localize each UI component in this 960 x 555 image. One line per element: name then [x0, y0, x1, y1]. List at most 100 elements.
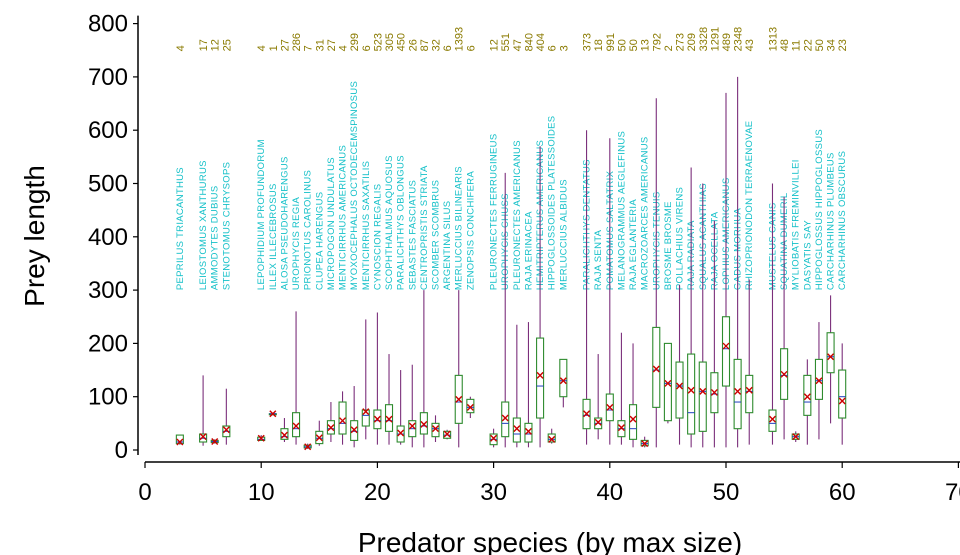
- sample-count: 25: [221, 39, 233, 51]
- mean-marker: [315, 434, 323, 442]
- species-label: SEBASTES FASCIATUS: [407, 180, 418, 290]
- x-tick-label: 30: [480, 479, 507, 506]
- sample-count: 26: [407, 39, 419, 51]
- box: [628, 404, 638, 440]
- sample-count: 43: [744, 39, 756, 51]
- mean-marker: [676, 382, 684, 390]
- box: [338, 401, 347, 435]
- box-group: [582, 130, 591, 445]
- sample-count: 4: [338, 45, 350, 51]
- mean-marker: [373, 415, 381, 423]
- box: [431, 422, 440, 438]
- x-tick-label: 10: [248, 479, 275, 506]
- species-label: PRIONOTUS CAROLINUS: [303, 170, 314, 290]
- mean-marker: [443, 430, 451, 438]
- box: [838, 369, 847, 419]
- sample-count: 1: [268, 45, 280, 51]
- sample-count: 299: [349, 33, 361, 51]
- mean-marker: [641, 440, 649, 448]
- sample-count: 22: [802, 39, 814, 51]
- mean-marker: [687, 386, 695, 394]
- box: [175, 434, 184, 445]
- sample-count: 523: [372, 33, 384, 51]
- x-ticks: 0 10 20 30 40 50 60 70: [138, 462, 960, 506]
- species-label: MELANOGRAMMUS AEGLEFINUS: [616, 131, 627, 290]
- box-group: [210, 437, 219, 445]
- box-group: [361, 319, 370, 440]
- mean-marker: [455, 395, 463, 403]
- mean-marker: [838, 397, 846, 405]
- sample-counts: 4 17 12 25 4 1 27 286 7 31 27 4 299 6 523 305 450 26 87 32 6…: [175, 27, 849, 51]
- sample-count: 50: [616, 39, 628, 51]
- box-group: [443, 429, 452, 440]
- species-label: ALOSA PSEUDOHARENGUS: [279, 156, 290, 290]
- species-label: CLUPEA HARENGUS: [314, 192, 325, 290]
- box-group: [350, 386, 359, 448]
- mean-marker: [524, 427, 532, 435]
- y-tick-label: 600: [88, 117, 128, 144]
- species-label: LEPOPHIDIUM PROFUNDORUM: [256, 139, 267, 290]
- sample-count: 27: [326, 39, 338, 51]
- boxes: [175, 76, 847, 451]
- box-group: [384, 354, 394, 445]
- sample-count: 7: [303, 45, 315, 51]
- box-group: [628, 343, 638, 448]
- mean-marker: [583, 410, 591, 418]
- mean-marker: [536, 371, 544, 379]
- species-label: PARALICHTHYS OBLONGUS: [396, 155, 407, 290]
- sample-count: 23: [837, 39, 849, 51]
- species-label: CARCHARHINUS OBSCURUS: [837, 151, 848, 290]
- box: [826, 332, 835, 374]
- mean-marker: [768, 415, 776, 423]
- sample-count: 3328: [698, 27, 710, 51]
- box-group: [419, 290, 428, 448]
- box: [419, 412, 428, 435]
- species-label: RHIZOPRIONODON TERRAENOVAE: [744, 121, 755, 291]
- sample-count: 2: [663, 45, 675, 51]
- y-tick-label: 300: [88, 277, 128, 304]
- box-group: [268, 410, 277, 418]
- species-label: SCOPHTHALMUS AQUOSUS: [384, 155, 395, 290]
- sample-count: 1393: [454, 27, 466, 51]
- mean-marker: [304, 443, 312, 451]
- mean-marker: [617, 424, 625, 432]
- sample-count: 87: [419, 39, 431, 51]
- sample-count: 31: [314, 39, 326, 51]
- species-label: MACROZOARCES AMERICANUS: [640, 136, 651, 290]
- mean-marker: [362, 408, 370, 416]
- species-label: STENOTOMUS CHRYSOPS: [221, 162, 232, 290]
- sample-count: 209: [686, 33, 698, 51]
- box-group: [559, 358, 568, 408]
- box-group: [536, 146, 545, 448]
- box-group: [675, 284, 684, 445]
- mean-marker: [211, 437, 219, 445]
- species-label: ILLEX ILLECEBROSUS: [268, 183, 279, 290]
- species-label: PLEURONECTES AMERICANUS: [512, 140, 523, 290]
- mean-marker: [257, 434, 265, 442]
- sample-count: 489: [721, 33, 733, 51]
- species-label: HIPPOGLOSSOIDES PLATESSOIDES: [547, 116, 558, 291]
- sample-count: 47: [512, 39, 524, 51]
- box-group: [605, 138, 614, 445]
- box: [745, 374, 754, 414]
- species-label: MERLUCCIUS ALBIDUS: [558, 179, 569, 290]
- box: [814, 358, 824, 400]
- x-tick-label: 0: [138, 479, 151, 506]
- sample-count: 27: [279, 39, 291, 51]
- box: [733, 358, 742, 430]
- y-tick-label: 800: [88, 11, 128, 38]
- y-ticks: 0 100 200 300 400 500 600 700 800: [88, 11, 138, 464]
- mean-marker: [792, 433, 800, 441]
- box-group: [257, 434, 266, 442]
- mean-marker: [722, 342, 730, 350]
- sample-count: 4: [175, 45, 187, 51]
- mean-marker: [827, 353, 835, 361]
- species-label: RAJA ERINACEA: [523, 211, 534, 290]
- box-group: [512, 324, 521, 448]
- box-group: [745, 279, 754, 445]
- species-label: AMMODYTES DUBIUS: [210, 186, 221, 291]
- sample-count: 6: [361, 45, 373, 51]
- box-group: [175, 434, 184, 446]
